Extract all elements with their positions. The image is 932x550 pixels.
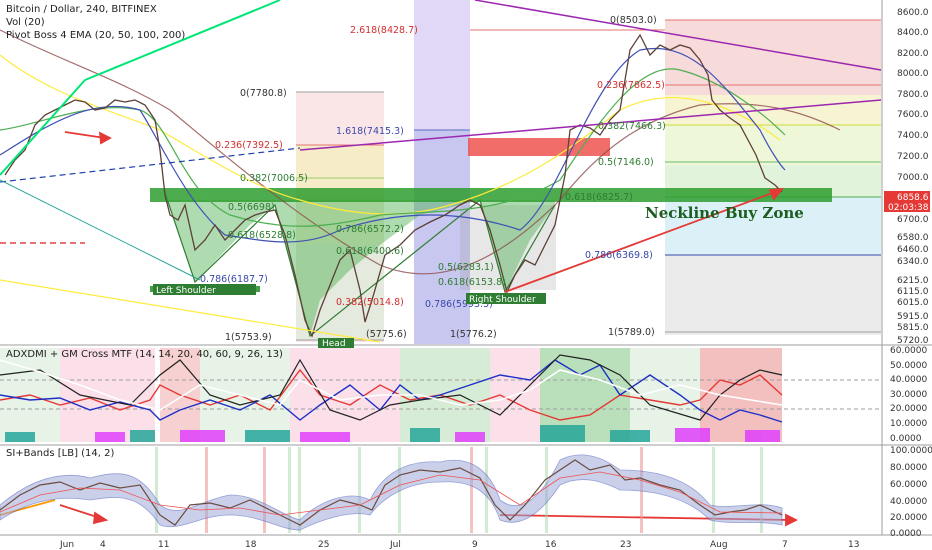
fib-label: 1(5753.9): [225, 332, 272, 343]
price-tick: 6700.0: [897, 215, 929, 225]
time-tick: Jul: [389, 540, 401, 550]
fib-labels-left: 0(7780.8) 0.236(7392.5) 0.382(7006.5) 0.…: [200, 88, 308, 343]
fib-label: (5775.6): [366, 329, 407, 340]
adx-tick: 20.0000: [890, 404, 927, 414]
supply-box: [468, 138, 610, 156]
price-tick: 8000.0: [897, 69, 929, 79]
price-tick: 7600.0: [897, 110, 929, 120]
trend-lines: [0, 0, 882, 343]
adx-tick: 50.0000: [890, 361, 927, 371]
fib-label: 2.618(8428.7): [350, 25, 418, 36]
price-tick: 6215.0: [897, 276, 929, 286]
si-tick: 100.0000: [890, 446, 932, 456]
indicator-ema: Pivot Boss 4 EMA (20, 50, 100, 200): [6, 30, 185, 41]
time-tick: 18: [245, 540, 257, 550]
indicator-vol: Vol (20): [6, 17, 45, 28]
fib-label: 0.786(6369.8): [585, 250, 653, 261]
right-shoulder-label: Right Shoulder: [469, 295, 536, 305]
current-price-tag: 6858.6: [897, 193, 929, 203]
price-zones: [296, 0, 881, 344]
price-tick: 6115.0: [897, 287, 929, 297]
time-tick: 13: [848, 540, 859, 550]
fib-label: 0.5(6698): [228, 202, 275, 213]
fib-label: 0.382(5014.8): [336, 297, 404, 308]
price-tick: 6460.0: [897, 245, 929, 255]
neckline-buy-zone-label: Neckline Buy Zone: [645, 204, 804, 222]
time-tick: 11: [158, 540, 169, 550]
fib-label: 0.236(7862.5): [597, 80, 665, 91]
price-tick: 5815.0: [897, 323, 929, 333]
adx-tick: 30.0000: [890, 390, 927, 400]
fib-labels-mid: 1.618(7415.3) 0.786(6572.2) 0.618(6400.6…: [336, 126, 506, 340]
si-title: SI+Bands [LB] (14, 2): [6, 448, 114, 459]
si-tick: 0.0000: [890, 529, 922, 539]
price-tick: 6015.0: [897, 298, 929, 308]
fib-label: 0.382(7466.3): [598, 121, 666, 132]
adx-tick: 60.0000: [890, 346, 927, 356]
time-tick: Aug: [710, 540, 728, 550]
fib-label: 1(5776.2): [450, 329, 497, 340]
fib-label: 0.236(7392.5): [215, 140, 283, 151]
time-tick: Jun: [59, 540, 74, 550]
moving-averages: [0, 29, 841, 275]
chart-header: Bitcoin / Dollar, 240, BITFINEX Vol (20)…: [6, 4, 185, 41]
fib-label: 0.618(6400.6): [336, 246, 404, 257]
fib-label: 0.618(6825.7): [565, 192, 633, 203]
fib-label: 0(8503.0): [610, 15, 657, 26]
price-tick: 7000.0: [897, 173, 929, 183]
time-tick: 7: [782, 540, 788, 550]
fib-label: 0.382(7006.5): [240, 173, 308, 184]
fib-label: 0.786(6572.2): [336, 224, 404, 235]
fib-labels-right: 2.618(8428.7) 0(8503.0) 0.236(7862.5) 0.…: [350, 15, 666, 338]
adx-title: ADXDMI + GM Cross MTF (14, 14, 20, 40, 6…: [6, 349, 283, 360]
fib-label: 0.786(5993.5): [425, 299, 493, 310]
price-tick: 7400.0: [897, 131, 929, 141]
candle-countdown: 02:03:38: [888, 203, 929, 213]
adx-panel-content: ADXDMI + GM Cross MTF (14, 14, 20, 40, 6…: [0, 346, 927, 444]
price-tick: 8600.0: [897, 8, 929, 18]
fib-label: 1(5789.0): [608, 327, 655, 338]
si-tick: 80.0000: [890, 463, 927, 473]
time-tick: 4: [100, 540, 106, 550]
si-tick: 20.0000: [890, 513, 927, 523]
pattern-labels: Left Shoulder Head Right Shoulder Neckli…: [153, 204, 804, 349]
time-tick: 25: [318, 540, 329, 550]
left-shoulder-label: Left Shoulder: [156, 286, 216, 296]
time-tick: 16: [545, 540, 557, 550]
adx-tick: 40.0000: [890, 375, 927, 385]
fib-label: 0.5(6283.1): [438, 262, 494, 273]
price-tick: 8400.0: [897, 28, 929, 38]
si-panel-content: SI+Bands [LB] (14, 2) 100.0000 80.0000 6…: [0, 446, 932, 539]
price-tick: 8200.0: [897, 49, 929, 59]
candles: [4, 33, 783, 338]
neckline-buy-zone: [150, 188, 832, 202]
fib-label: 0(7780.8): [240, 88, 287, 99]
price-tick: 5915.0: [897, 312, 929, 322]
price-tick: 7800.0: [897, 90, 929, 100]
fib-label: 0.618(6153.8): [438, 277, 506, 288]
adx-tick: 10.0000: [890, 419, 927, 429]
si-tick: 40.0000: [890, 497, 927, 507]
fib-label: 0.786(6187.7): [200, 274, 268, 285]
fib-label: 0.5(7146.0): [598, 157, 654, 168]
fib-label: 1.618(7415.3): [336, 126, 404, 137]
price-tick: 6340.0: [897, 257, 929, 267]
price-tick: 7200.0: [897, 152, 929, 162]
price-tick: 5720.0: [897, 336, 929, 346]
time-tick: 9: [472, 540, 478, 550]
head-label: Head: [322, 339, 346, 349]
adx-tick: 0.0000: [890, 434, 922, 444]
symbol-title: Bitcoin / Dollar, 240, BITFINEX: [6, 4, 157, 15]
time-axis: Jun 4 11 18 25 Jul 9 16 23 Aug 7 13: [59, 540, 859, 550]
fib-label: 0.618(6528.8): [228, 230, 296, 241]
si-tick: 60.0000: [890, 480, 927, 490]
price-axis: 8600.0 8400.0 8200.0 8000.0 7800.0 7600.…: [884, 8, 930, 346]
time-tick: 23: [620, 540, 631, 550]
price-tick: 6580.0: [897, 233, 929, 243]
